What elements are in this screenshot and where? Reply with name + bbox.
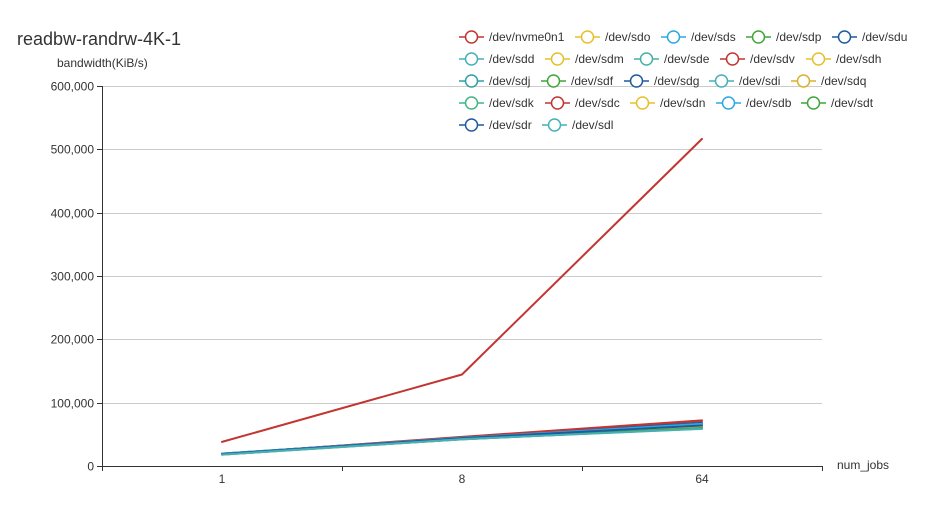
legend-label: /dev/sdu: [862, 30, 908, 44]
axes: 0 100,000 200,000 300,000 400,000 500,000 600,…: [51, 80, 823, 486]
legend-label: /dev/sdl: [572, 118, 614, 132]
legend-line-circle-icon: [542, 118, 567, 132]
legend-label: /dev/sdr: [489, 118, 532, 132]
legend-line-circle-icon: [459, 118, 484, 132]
legend-line-circle-icon: [545, 96, 570, 110]
y-tick-label: 200,000: [51, 333, 95, 347]
y-tick-label: 100,000: [51, 397, 95, 411]
legend-item[interactable]: /dev/sdo: [575, 29, 650, 45]
legend-item[interactable]: /dev/sdk: [459, 95, 534, 111]
legend-line-circle-icon: [716, 96, 741, 110]
legend-line-circle-icon: [575, 30, 600, 44]
legend-line-circle-icon: [545, 52, 570, 66]
legend-item[interactable]: /dev/sdd: [459, 51, 534, 67]
legend-item[interactable]: /dev/sde: [634, 51, 709, 67]
legend-line-circle-icon: [720, 52, 745, 66]
legend-item[interactable]: /dev/sdj: [459, 73, 530, 89]
y-tick-label: 400,000: [51, 207, 95, 221]
legend-line-circle-icon: [832, 30, 857, 44]
legend-item[interactable]: /dev/sdt: [801, 95, 873, 111]
legend-label: /dev/sdg: [654, 74, 700, 88]
legend-line-circle-icon: [630, 96, 655, 110]
legend-item[interactable]: /dev/sdh: [806, 51, 881, 67]
y-tick-label: 600,000: [51, 80, 95, 94]
legend-item[interactable]: /dev/sdl: [542, 117, 613, 133]
legend-line-circle-icon: [806, 52, 831, 66]
legend-item[interactable]: /dev/sdv: [720, 51, 795, 67]
series-line: [221, 427, 703, 456]
legend-label: /dev/sdk: [489, 96, 534, 110]
legend-item[interactable]: /dev/sdf: [541, 73, 613, 89]
legend-item[interactable]: /dev/sdb: [716, 95, 791, 111]
legend-item[interactable]: /dev/sdn: [630, 95, 705, 111]
y-axis-label: bandwidth(KiB/s): [57, 56, 148, 70]
legend-label: /dev/sdq: [821, 74, 867, 88]
y-tick-label: 300,000: [51, 270, 95, 284]
legend-label: /dev/sdv: [750, 52, 795, 66]
legend-item[interactable]: /dev/sds: [661, 29, 736, 45]
chart-title: readbw-randrw-4K-1: [17, 29, 182, 49]
legend-label: /dev/sdc: [575, 96, 620, 110]
grid-lines: [102, 86, 822, 404]
legend-item[interactable]: /dev/sdu: [832, 29, 907, 45]
legend-label: /dev/sdb: [746, 96, 792, 110]
legend-line-circle-icon: [801, 96, 826, 110]
legend-item[interactable]: /dev/sdc: [545, 95, 620, 111]
legend-label: /dev/sdt: [831, 96, 874, 110]
legend-line-circle-icon: [661, 30, 686, 44]
legend-label: /dev/sdm: [575, 52, 624, 66]
legend-item[interactable]: /dev/sdq: [791, 73, 866, 89]
legend-label: /dev/sdo: [605, 30, 651, 44]
legend-item[interactable]: /dev/sdp: [746, 29, 821, 45]
legend-label: /dev/sdn: [660, 96, 706, 110]
legend-item[interactable]: /dev/sdm: [545, 51, 624, 67]
legend-line-circle-icon: [459, 74, 484, 88]
legend-line-circle-icon: [791, 74, 816, 88]
legend-item[interactable]: /dev/nvme0n1: [459, 29, 564, 45]
legend-label: /dev/sdd: [489, 52, 535, 66]
legend-line-circle-icon: [541, 74, 566, 88]
legend-line-circle-icon: [459, 30, 484, 44]
legend-item[interactable]: /dev/sdi: [709, 73, 780, 89]
legend-line-circle-icon: [624, 74, 649, 88]
y-tick-label: 500,000: [51, 143, 95, 157]
legend-line-circle-icon: [634, 52, 659, 66]
legend-line-circle-icon: [459, 96, 484, 110]
legend-item[interactable]: /dev/sdr: [459, 117, 532, 133]
legend-item[interactable]: /dev/sdg: [624, 73, 699, 89]
x-axis-label: num_jobs: [837, 458, 890, 472]
x-tick-label: 1: [219, 472, 226, 486]
legend-label: /dev/sdj: [489, 74, 531, 88]
legend-label: /dev/sdh: [836, 52, 882, 66]
legend-line-circle-icon: [746, 30, 771, 44]
series-line: [221, 137, 703, 443]
legend-label: /dev/sdi: [739, 74, 781, 88]
x-tick-label: 64: [695, 472, 709, 486]
legend-line-circle-icon: [709, 74, 734, 88]
y-tick-label: 0: [87, 460, 94, 474]
legend-line-circle-icon: [459, 52, 484, 66]
x-tick-label: 8: [459, 472, 466, 486]
legend-label: /dev/nvme0n1: [489, 30, 565, 44]
legend-label: /dev/sde: [664, 52, 710, 66]
legend-label: /dev/sdf: [571, 74, 614, 88]
legend-label: /dev/sdp: [776, 30, 822, 44]
series-lines: [221, 137, 703, 456]
legend-label: /dev/sds: [691, 30, 736, 44]
